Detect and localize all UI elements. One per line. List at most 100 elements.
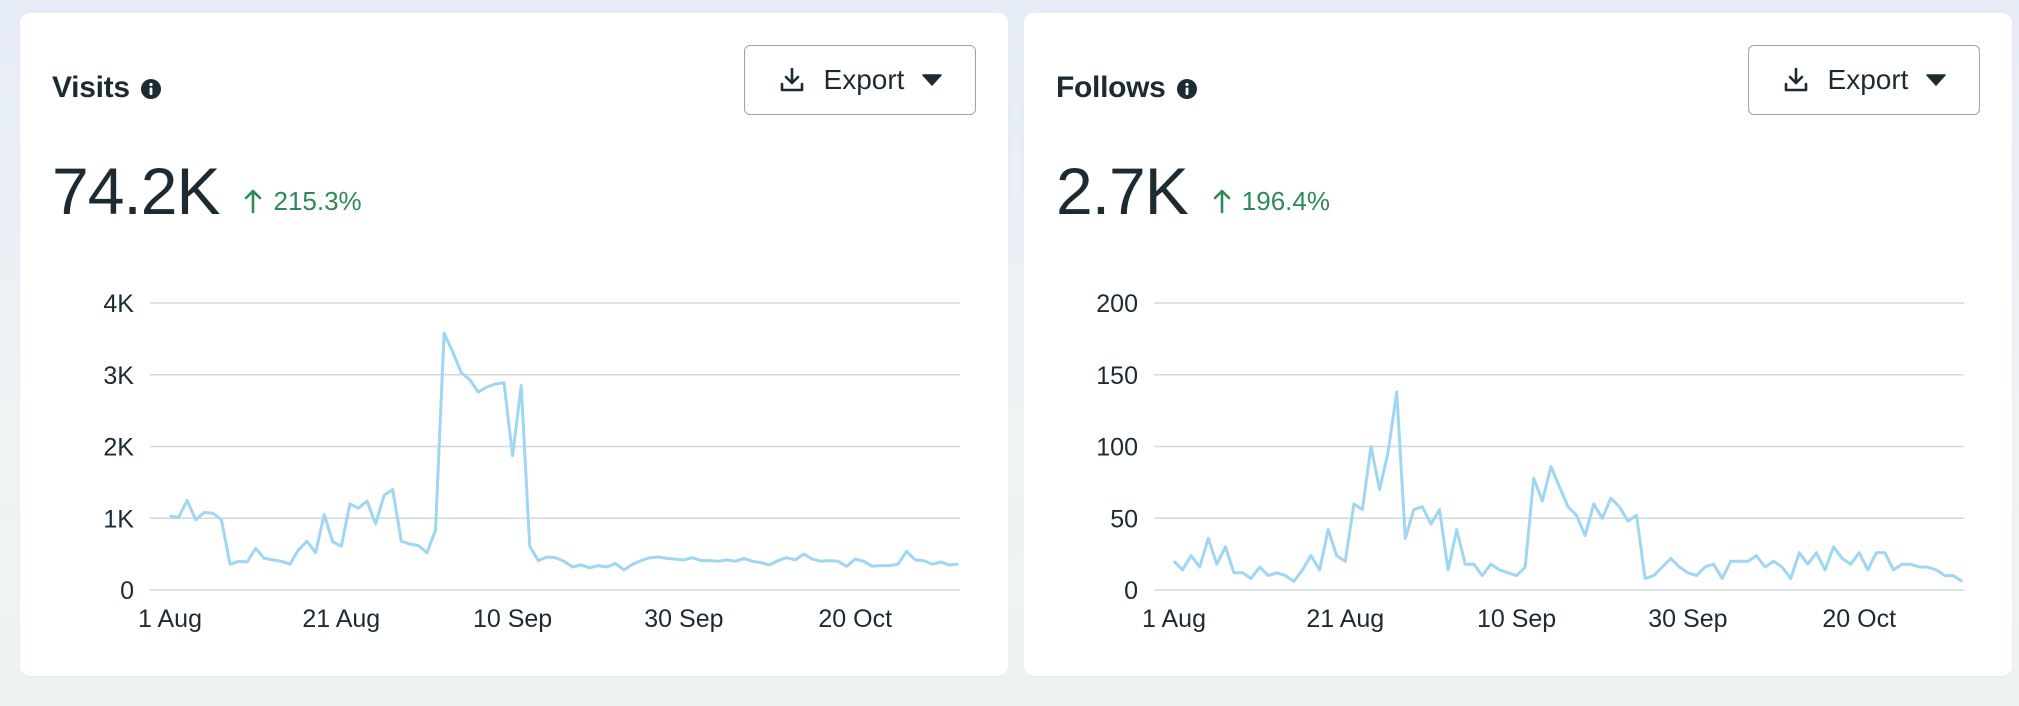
data-point [1610, 497, 1612, 499]
data-point [1781, 566, 1783, 568]
visits-metric: 74.2K 215.3% [52, 153, 362, 229]
follows-chart: 0 50 100 150 200 1 Aug 21 Aug 10 Sep 30 Sep 20 Oc… [1096, 290, 1964, 633]
data-point [1687, 572, 1689, 574]
data-point [1807, 563, 1809, 565]
caret-down-icon [1926, 74, 1947, 86]
data-point [1858, 551, 1860, 554]
data-point [1301, 569, 1304, 571]
visits-chart: 0 1K 2K 3K 4K 1 Aug 21 Aug 10 Sep 30 Sep 20 Oct [103, 290, 960, 633]
data-point [1892, 569, 1895, 571]
data-point [1404, 537, 1407, 540]
data-point [246, 561, 248, 563]
data-point [477, 391, 480, 393]
data-point [194, 518, 197, 521]
arrow-up-icon [1213, 189, 1231, 214]
info-icon[interactable] [140, 78, 162, 100]
data-point [528, 545, 531, 547]
data-point [1772, 560, 1775, 563]
data-point [1490, 563, 1492, 565]
data-point [229, 563, 231, 565]
data-point [1507, 572, 1509, 574]
data-point [451, 351, 454, 353]
data-point [1652, 574, 1655, 577]
data-point [674, 558, 677, 560]
data-point [614, 562, 617, 565]
visits-export-button[interactable]: Export [744, 45, 976, 115]
x-tick-label: 10 Sep [473, 605, 552, 633]
y-tick-label: 0 [1124, 577, 1138, 605]
data-point [1849, 563, 1852, 565]
data-point [323, 513, 326, 516]
data-point [880, 564, 882, 567]
data-point [340, 545, 343, 547]
data-point [272, 559, 274, 561]
data-point [1961, 580, 1963, 583]
data-point [366, 500, 368, 502]
data-point [1515, 574, 1518, 577]
data-point [931, 563, 934, 565]
data-point [1601, 517, 1604, 520]
follows-header: Follows [1056, 71, 1198, 105]
data-point [1473, 563, 1475, 565]
data-point [623, 569, 625, 571]
data-point [1909, 563, 1912, 565]
data-point [1644, 577, 1646, 580]
data-points [1173, 391, 1963, 583]
x-tick-label: 21 Aug [1306, 605, 1384, 633]
data-point [1361, 508, 1364, 511]
data-point [1678, 566, 1681, 568]
data-point [897, 563, 899, 565]
x-tick-label: 20 Oct [818, 605, 892, 633]
data-point [1387, 451, 1389, 453]
x-tick-label: 30 Sep [1648, 605, 1727, 633]
data-point [683, 559, 685, 561]
data-point [1353, 503, 1355, 505]
data-point [1584, 534, 1586, 537]
follows-change: 196.4% [1212, 186, 1330, 217]
data-point [1181, 569, 1184, 571]
data-point [691, 556, 694, 559]
data-point [1395, 391, 1398, 393]
data-point [460, 371, 463, 374]
data-point [554, 556, 557, 559]
data-point [803, 553, 805, 555]
data-point [1498, 569, 1501, 571]
data-point [374, 523, 377, 525]
data-point [1695, 574, 1698, 577]
data-point [811, 558, 814, 560]
data-point [391, 488, 394, 491]
data-point [1798, 551, 1801, 554]
data-point [203, 511, 206, 514]
data-point [580, 564, 582, 566]
visits-export-label: Export [823, 64, 905, 95]
data-point [237, 560, 240, 563]
data-point [785, 556, 788, 559]
data-point [1233, 572, 1235, 574]
series-line [169, 331, 959, 572]
data-point [760, 561, 762, 564]
data-point [1952, 574, 1955, 577]
data-point [1258, 566, 1261, 568]
x-tick-label: 1 Aug [1142, 605, 1206, 633]
visits-title: Visits [52, 71, 130, 104]
data-point [888, 564, 891, 567]
data-point [1224, 546, 1227, 548]
follows-export-button[interactable]: Export [1748, 45, 1980, 115]
data-point [1430, 523, 1432, 525]
data-point [331, 541, 334, 543]
visits-change: 215.3% [243, 186, 362, 217]
follows-metric: 2.7K 196.4% [1056, 153, 1330, 229]
data-point [1318, 569, 1321, 571]
data-point [314, 551, 317, 554]
data-point [1207, 537, 1210, 540]
data-point [1335, 554, 1338, 557]
data-point [1918, 566, 1920, 568]
follows-value: 2.7K [1056, 154, 1189, 228]
data-point [306, 540, 308, 542]
data-point [957, 563, 959, 565]
info-icon[interactable] [1176, 78, 1198, 100]
data-point [657, 556, 659, 558]
data-point [922, 559, 925, 562]
data-point [871, 565, 874, 568]
data-point [409, 543, 411, 545]
